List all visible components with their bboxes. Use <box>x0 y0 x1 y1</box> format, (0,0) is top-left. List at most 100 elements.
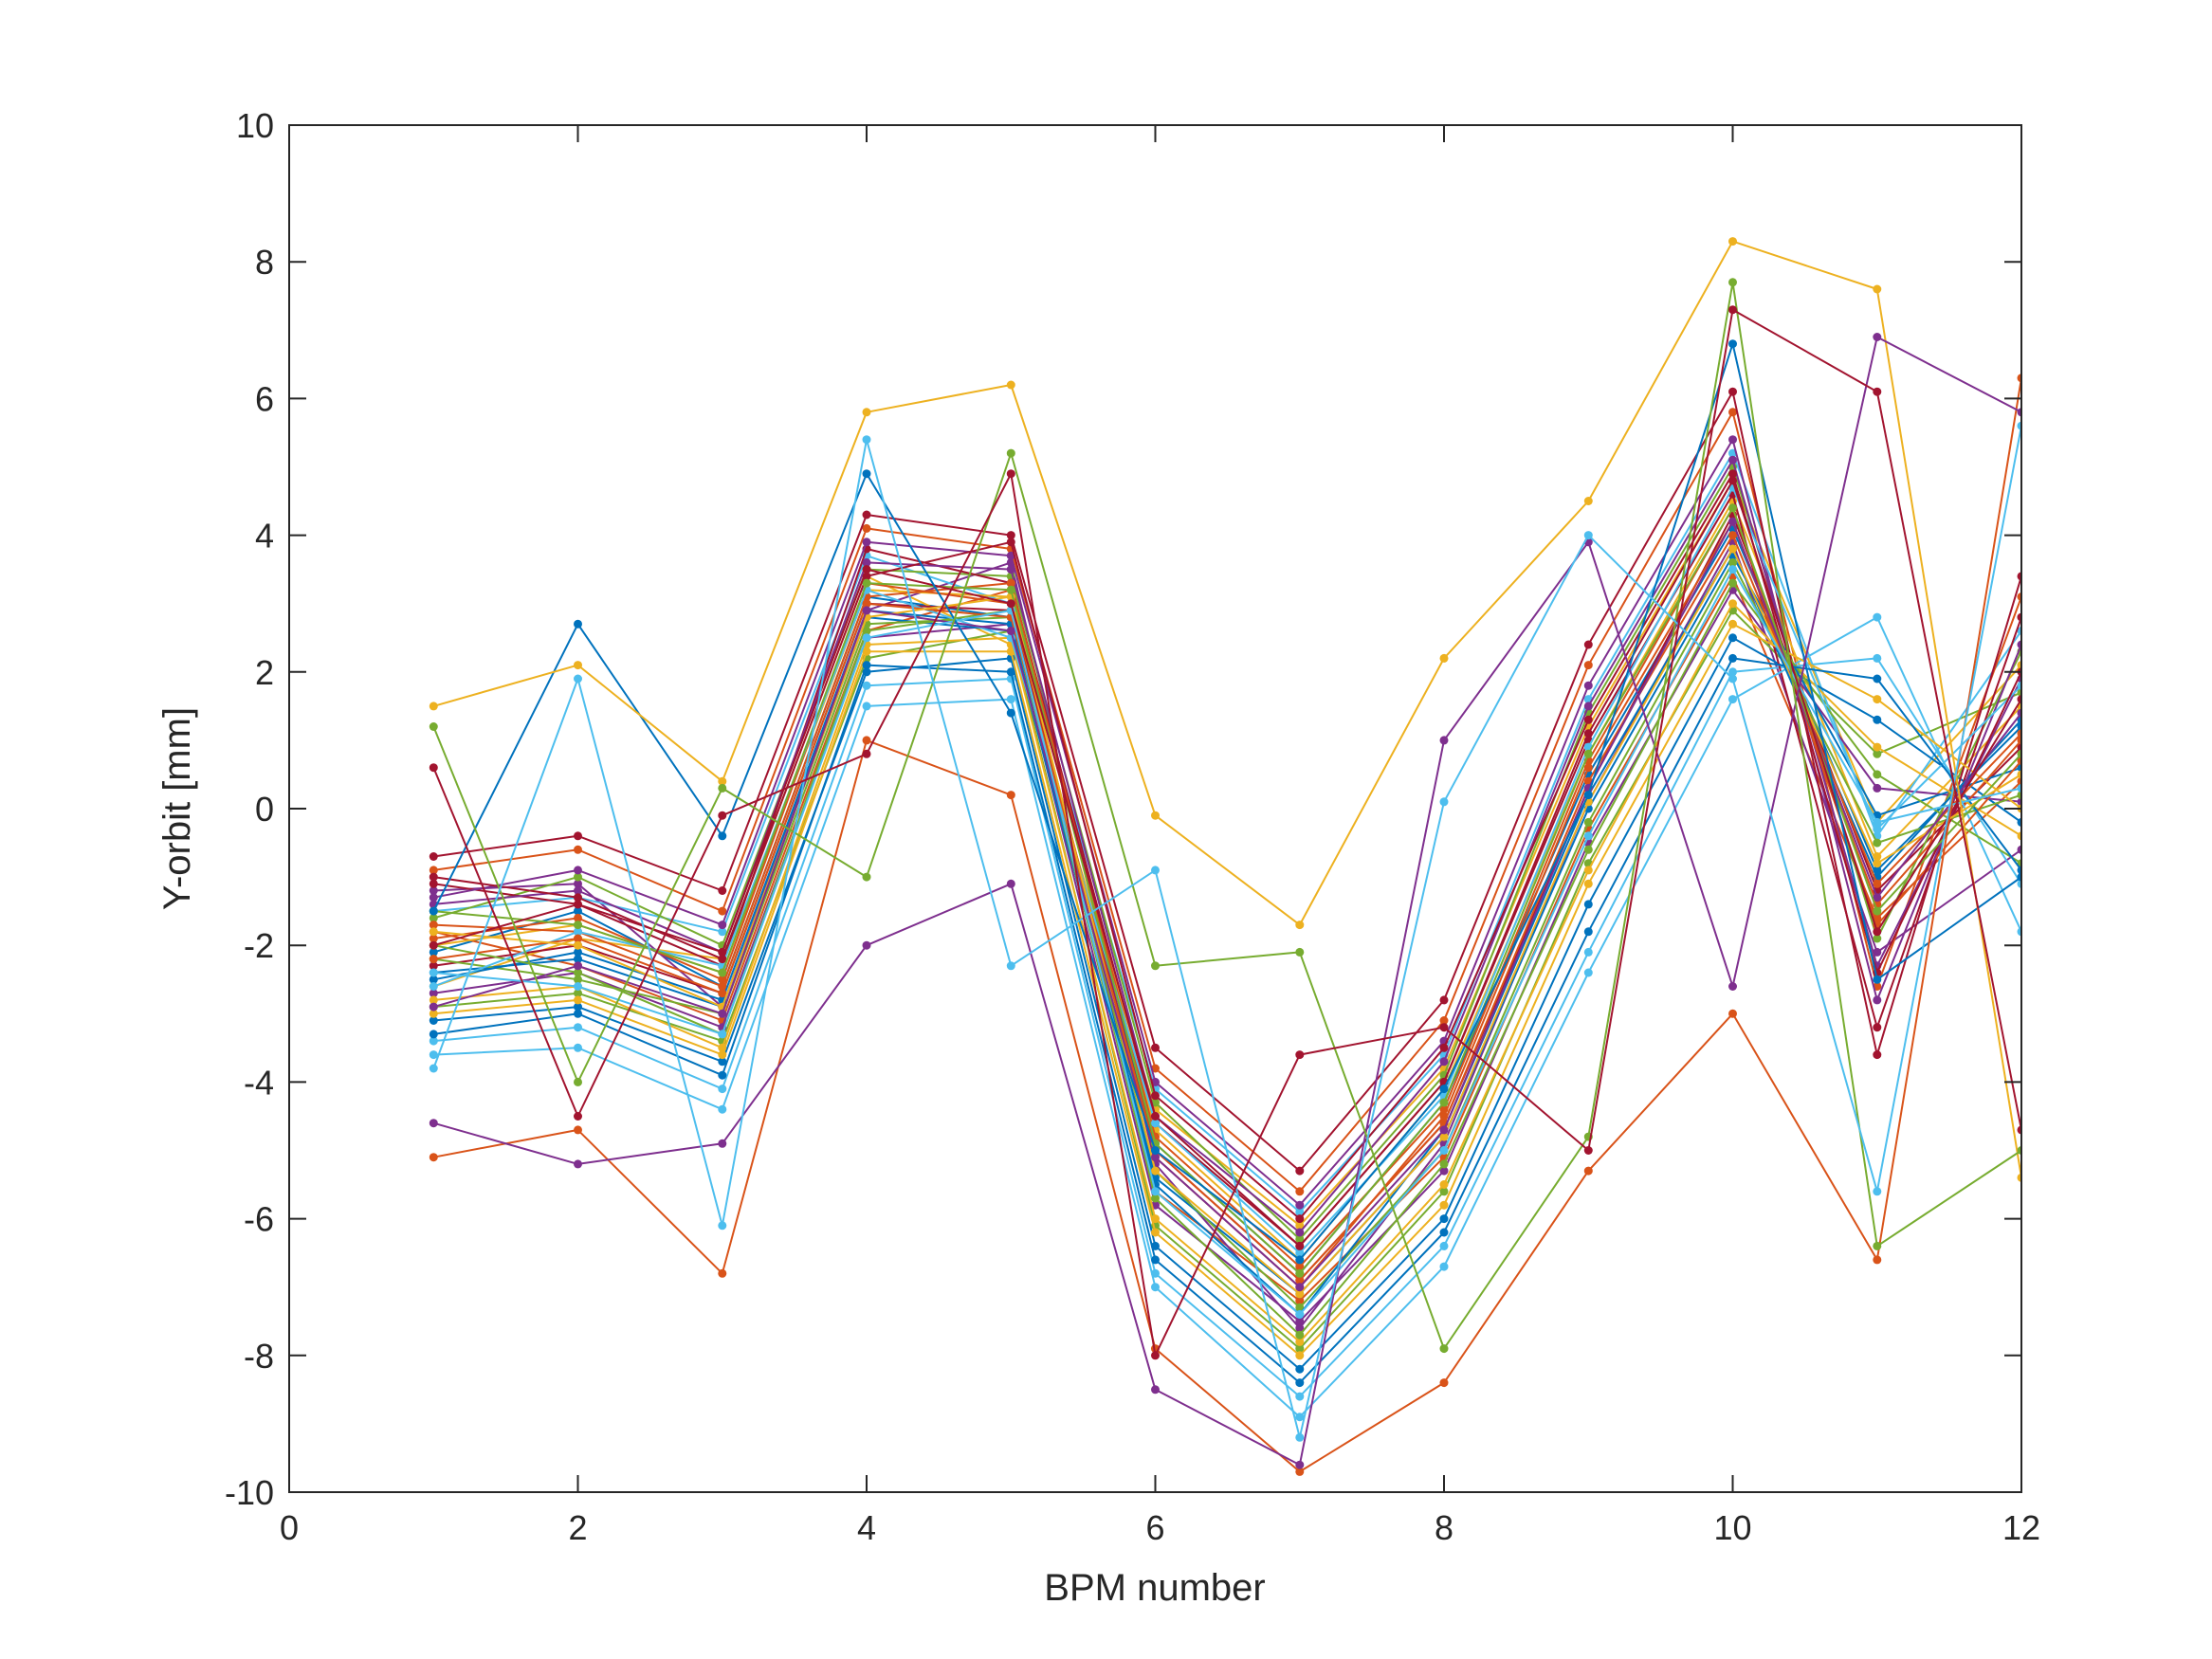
series-5-point-12 <box>2017 687 2021 697</box>
series-20-point-4 <box>862 702 871 711</box>
series-32-point-7 <box>1295 1283 1305 1292</box>
series-21-point-4 <box>862 510 871 520</box>
series-35-point-12 <box>2017 695 2021 704</box>
series-35-point-2 <box>574 900 582 909</box>
series-38-point-5 <box>1006 380 1015 390</box>
series-39-point-10 <box>1728 982 1737 991</box>
series-20-point-5 <box>1006 695 1015 704</box>
series-37-point-9 <box>1583 1166 1593 1176</box>
series-34-point-11 <box>1873 817 1882 827</box>
series-20-point-11 <box>1873 612 1882 622</box>
series-13-point-2 <box>574 1023 582 1032</box>
series-40-point-3 <box>718 783 727 793</box>
series-42 <box>429 305 2021 1360</box>
series-24-point-7 <box>1295 1351 1305 1360</box>
series-19-point-12 <box>2017 791 2021 800</box>
series-31-point-7 <box>1295 1289 1305 1299</box>
series-9-point-1 <box>429 866 438 875</box>
series-34-point-6 <box>1151 1187 1160 1196</box>
series-21-line <box>433 391 2021 1173</box>
series-9-point-6 <box>1151 1064 1160 1073</box>
series-38-point-3 <box>718 776 727 786</box>
series-32-point-1 <box>429 1002 438 1012</box>
series-27-point-11 <box>1873 825 1882 834</box>
series-32 <box>429 517 2021 1292</box>
series-25-point-7 <box>1295 1200 1305 1210</box>
series-25-point-10 <box>1728 435 1737 445</box>
series-32-point-2 <box>574 961 582 971</box>
series-8-line <box>433 636 2021 1371</box>
series-30-point-1 <box>429 955 438 964</box>
series-5-point-2 <box>574 989 582 998</box>
series-9-point-2 <box>574 845 582 854</box>
x-tick-label: 4 <box>857 1508 876 1547</box>
series-31-point-11 <box>1873 859 1882 868</box>
series-24-point-6 <box>1151 1228 1160 1237</box>
series-33-point-4 <box>862 578 871 588</box>
series-20-point-6 <box>1151 1283 1160 1292</box>
series-17-point-9 <box>1583 866 1593 875</box>
series-39-point-8 <box>1439 736 1449 745</box>
series-19-point-10 <box>1728 557 1737 567</box>
series-37 <box>429 374 2021 1476</box>
series-25-point-4 <box>862 538 871 547</box>
series-33-point-7 <box>1295 1268 1305 1278</box>
series-41-point-8 <box>1439 797 1449 807</box>
series-32-point-12 <box>2017 708 2021 718</box>
y-tick-label: 8 <box>255 243 274 282</box>
series-42-point-12 <box>2017 1125 2021 1135</box>
series-11-point-1 <box>429 989 438 998</box>
series-9-line <box>433 410 2021 1193</box>
series-21-point-6 <box>1151 1043 1160 1052</box>
series-21-point-2 <box>574 831 582 841</box>
series-9-point-7 <box>1295 1187 1305 1196</box>
series-41 <box>429 421 2021 1442</box>
series-35-point-10 <box>1728 476 1737 485</box>
series-28-point-6 <box>1151 1091 1160 1101</box>
series-33-line <box>433 506 2021 1275</box>
series-34-point-4 <box>862 633 871 643</box>
series-36-point-12 <box>2017 872 2021 882</box>
series-40-point-7 <box>1295 947 1305 957</box>
series-21-point-3 <box>718 886 727 895</box>
series-26-line <box>433 582 2021 1337</box>
series-33-point-10 <box>1728 503 1737 513</box>
series-33-point-11 <box>1873 906 1882 916</box>
series-42-point-11 <box>1873 387 1882 396</box>
series-42-point-3 <box>718 811 727 820</box>
y-tick-label: -2 <box>244 926 274 965</box>
series-21-point-7 <box>1295 1166 1305 1176</box>
series-26-point-10 <box>1728 578 1737 588</box>
series-23-point-7 <box>1295 1262 1305 1271</box>
series-34-line <box>433 568 2021 1316</box>
series-23-point-8 <box>1439 1104 1449 1114</box>
series-41-point-3 <box>718 1221 727 1231</box>
series-38-point-8 <box>1439 653 1449 663</box>
series-31-point-2 <box>574 940 582 950</box>
series-29-line <box>433 657 2021 1384</box>
series-27-point-2 <box>574 927 582 937</box>
series-24-point-1 <box>429 1009 438 1018</box>
series-23-point-1 <box>429 921 438 930</box>
series-21-point-5 <box>1006 531 1015 540</box>
series-41-point-6 <box>1151 866 1160 875</box>
series-8-point-8 <box>1439 1214 1449 1224</box>
series-20-line <box>433 616 2021 1418</box>
series-41-point-7 <box>1295 1432 1305 1442</box>
series-34-point-3 <box>718 1030 727 1039</box>
series-39-point-12 <box>2017 408 2021 417</box>
series-28-point-7 <box>1295 1214 1305 1224</box>
series-36-point-1 <box>429 906 438 916</box>
series-18-point-10 <box>1728 455 1737 465</box>
x-tick-label: 6 <box>1145 1508 1164 1547</box>
series-29-point-1 <box>429 1030 438 1039</box>
series-38-point-10 <box>1728 237 1737 246</box>
series-37-line <box>433 377 2021 1473</box>
plot-area <box>289 125 2021 1492</box>
series-39-point-7 <box>1295 1460 1305 1469</box>
series-18-point-8 <box>1439 1057 1449 1066</box>
series-29-point-11 <box>1873 674 1882 684</box>
series-36-point-5 <box>1006 708 1015 718</box>
series-13-line <box>433 657 2021 1398</box>
series-36-point-3 <box>718 831 727 841</box>
